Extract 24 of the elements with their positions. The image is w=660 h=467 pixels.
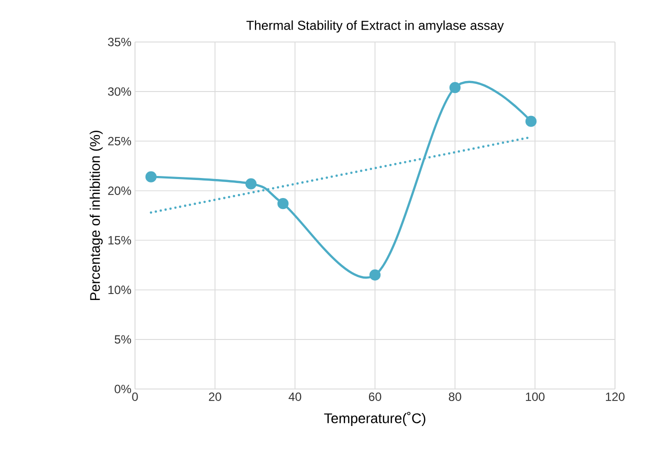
point (525, 116, 537, 127)
x-tick-label: 60 (368, 392, 382, 401)
y-tick-label: 5% (114, 335, 132, 344)
y-tick-label: 0% (114, 384, 132, 394)
point (245, 178, 257, 190)
x-tick-label: 120 (606, 392, 625, 401)
point (369, 269, 381, 281)
x-tick-label: 80 (448, 392, 462, 401)
point (277, 198, 289, 210)
point (449, 82, 461, 94)
y-tick-label: 10% (108, 286, 132, 294)
y-axis-title: Percentage of inhibition (%) (90, 130, 103, 300)
x-tick-label: 20 (208, 392, 222, 401)
y-tick-label: 35% (108, 38, 132, 46)
chart-title: Thermal Stability of Extract in amylase assay (246, 20, 504, 33)
point (145, 171, 157, 182)
y-tick-label: 25% (108, 136, 132, 146)
y-tick-label: 30% (108, 87, 132, 96)
x-axis-title: Temperature(˚C) (324, 412, 426, 426)
x-tick-label: 0 (132, 392, 138, 401)
x-tick-label: 40 (288, 392, 302, 401)
y-tick-label: 20% (108, 186, 132, 195)
x-tick-label: 100 (526, 392, 545, 401)
y-tick-label: 15% (108, 236, 132, 244)
